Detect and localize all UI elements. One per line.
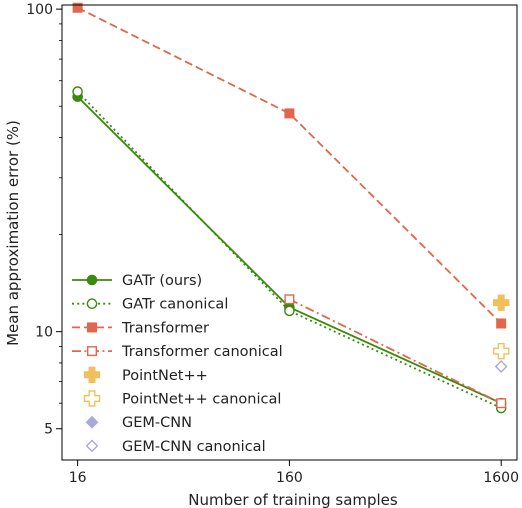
legend-marker-gatr-ours	[86, 274, 98, 286]
series-layer	[72, 2, 510, 414]
series-line-transformer-canonical	[289, 298, 502, 405]
legend-item-gatr-ours: GATr (ours)	[72, 273, 202, 289]
legend-marker-transformer-canonical	[86, 346, 97, 357]
legend-marker-gatr-canonical	[86, 298, 98, 310]
data-point-pointnet	[492, 294, 510, 311]
legend-item-gem-cnn: GEM-CNN	[85, 415, 192, 431]
series-transformer	[72, 2, 507, 329]
data-point-transformer-canonical	[496, 398, 507, 409]
x-tick-label: 16	[69, 470, 87, 486]
legend-marker-pointnet-canonical	[83, 390, 101, 407]
legend: GATr (ours) GATr canonical Transformer Tran…	[72, 273, 283, 455]
legend-item-gatr-canonical: GATr canonical	[72, 297, 228, 313]
legend-label-gatr-ours: GATr (ours)	[122, 273, 202, 289]
series-pointnet-canonical	[492, 342, 510, 360]
series-pointnet	[492, 294, 510, 311]
data-point-gatr-canonical	[72, 86, 83, 97]
data-point-transformer-canonical	[284, 294, 295, 305]
series-gatr-canonical	[72, 86, 507, 414]
y-axis-title: Mean approximation error (%)	[4, 120, 22, 346]
legend-item-gem-cnn-canonical: GEM-CNN canonical	[85, 439, 266, 455]
data-point-transformer	[284, 108, 295, 119]
legend-label-pointnet-canonical: PointNet++ canonical	[122, 392, 281, 408]
y-tick-label: 5	[44, 422, 53, 438]
x-tick-label: 160	[276, 470, 303, 486]
series-gem-cnn-canonical	[494, 360, 508, 373]
legend-label-gem-cnn-canonical: GEM-CNN canonical	[122, 439, 266, 455]
legend-item-pointnet: PointNet++	[83, 366, 208, 384]
x-axis-title: Number of training samples	[188, 491, 398, 508]
series-transformer-canonical	[284, 294, 507, 409]
data-point-gem-cnn-canonical	[494, 360, 508, 373]
data-point-pointnet-canonical	[492, 342, 510, 360]
data-point-transformer	[496, 318, 507, 329]
legend-marker-transformer	[86, 322, 97, 333]
legend-marker-gem-cnn	[85, 415, 99, 429]
series-gatr-ours	[72, 91, 507, 409]
legend-label-transformer-canonical: Transformer canonical	[121, 344, 283, 360]
legend-marker-pointnet	[83, 366, 101, 383]
legend-label-transformer: Transformer	[121, 320, 209, 336]
legend-label-gem-cnn: GEM-CNN	[122, 415, 192, 431]
series-line-gatr-canonical	[76, 90, 502, 409]
data-point-gatr-canonical	[284, 305, 295, 317]
legend-item-transformer: Transformer	[72, 320, 209, 336]
y-tick-label: 100	[26, 2, 53, 18]
y-tick-label: 10	[35, 325, 53, 341]
legend-label-pointnet: PointNet++	[122, 368, 208, 384]
legend-item-pointnet-canonical: PointNet++ canonical	[83, 390, 281, 408]
x-tick-label: 1600	[483, 470, 519, 486]
data-point-transformer	[72, 2, 83, 13]
legend-label-gatr-canonical: GATr canonical	[122, 297, 228, 313]
legend-item-transformer-canonical: Transformer canonical	[72, 344, 283, 360]
ticks-layer: 16 160 1600 5 10 100	[26, 2, 519, 486]
series-line-transformer	[77, 6, 502, 325]
legend-marker-gem-cnn-canonical	[85, 439, 99, 453]
